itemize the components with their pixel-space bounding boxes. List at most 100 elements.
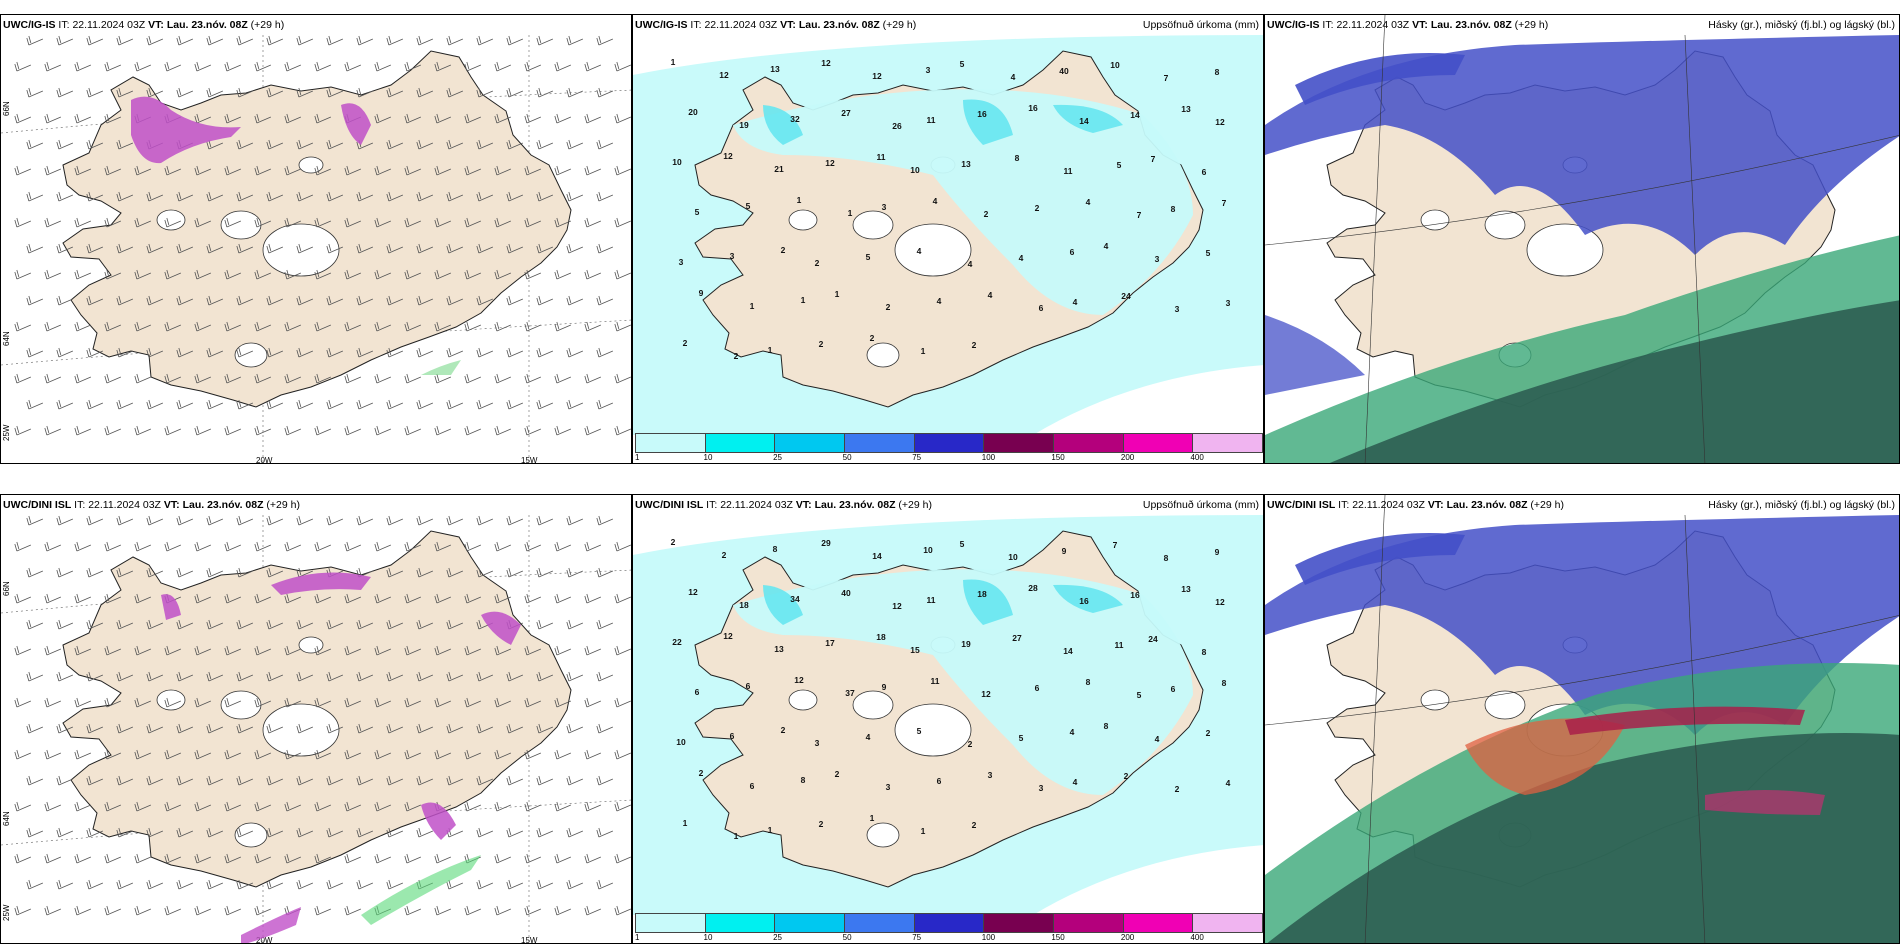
glacier-outline bbox=[852, 210, 894, 240]
cloud-title: Hásky (gr.), miðský (fj.bl.) og lágský (… bbox=[1708, 19, 1895, 31]
precip-value: 1 bbox=[797, 195, 802, 205]
precip-value: 5 bbox=[960, 59, 965, 69]
glacier-outline bbox=[894, 703, 972, 757]
precip-value: 6 bbox=[1171, 684, 1176, 694]
precip-value: 2 bbox=[1206, 728, 1211, 738]
precip-value: 11 bbox=[927, 115, 936, 125]
shaded-area bbox=[1705, 790, 1825, 815]
glacier-outline bbox=[156, 209, 186, 231]
precip-value: 3 bbox=[1155, 254, 1160, 264]
precip-value: 9 bbox=[1062, 546, 1067, 556]
precip-value: 1 bbox=[683, 818, 688, 828]
panel-header: UWC/IG-IS IT: 22.11.2024 03Z VT: Lau. 23… bbox=[1267, 19, 1549, 31]
colorbar-tick-label: 150 bbox=[1051, 933, 1065, 942]
precip-value: 10 bbox=[672, 157, 682, 167]
panel-header: UWC/IG-IS IT: 22.11.2024 03Z VT: Lau. 23… bbox=[635, 19, 917, 31]
precip-value: 5 bbox=[1206, 248, 1211, 258]
glacier-outline bbox=[788, 209, 818, 231]
precip-value: 12 bbox=[719, 70, 729, 80]
shaded-area bbox=[1565, 706, 1805, 735]
precip-value: 2 bbox=[815, 258, 820, 268]
precip-value: 10 bbox=[1110, 60, 1120, 70]
precip-value: 2 bbox=[968, 739, 973, 749]
colorbar-segment bbox=[914, 434, 985, 452]
precip-value: 6 bbox=[1035, 683, 1040, 693]
precip-value: 3 bbox=[815, 738, 820, 748]
precip-value: 7 bbox=[1113, 540, 1118, 550]
precip-value: 8 bbox=[1015, 153, 1020, 163]
glacier-outline bbox=[1526, 223, 1604, 277]
precip-value: 2 bbox=[835, 769, 840, 779]
shaded-area bbox=[733, 569, 1193, 795]
precip-value: 27 bbox=[1012, 633, 1022, 643]
precip-value: 5 bbox=[866, 252, 871, 262]
shaded-area bbox=[131, 96, 241, 164]
colorbar-segment bbox=[705, 914, 776, 932]
precip-value: 10 bbox=[910, 165, 920, 175]
precip-value: 24 bbox=[1121, 291, 1131, 301]
precip-value: 12 bbox=[825, 158, 835, 168]
graticule bbox=[1265, 15, 1899, 463]
precip-value: 4 bbox=[937, 296, 942, 306]
precip-value: 2 bbox=[734, 351, 739, 361]
precip-value: 5 bbox=[695, 207, 700, 217]
precip-value: 3 bbox=[1175, 304, 1180, 314]
panel-header: UWC/DINI ISL IT: 22.11.2024 03Z VT: Lau.… bbox=[3, 499, 300, 511]
precip-value: 4 bbox=[1226, 778, 1231, 788]
precip-value: 13 bbox=[770, 64, 780, 74]
colorbar-segment bbox=[845, 434, 915, 452]
precip-value: 18 bbox=[739, 600, 749, 610]
precip-value: 2 bbox=[1124, 771, 1129, 781]
colorbar-tick-label: 100 bbox=[981, 453, 996, 462]
precip-value: 8 bbox=[1202, 647, 1207, 657]
colorbar-segment bbox=[1193, 434, 1263, 452]
cloud-map bbox=[1265, 495, 1899, 943]
cloud-title: Hásky (gr.), miðský (fj.bl.) og lágský (… bbox=[1708, 499, 1895, 511]
colorbar-tick-label: 400 bbox=[1190, 453, 1204, 462]
precip-value: 13 bbox=[1181, 584, 1191, 594]
glacier-outline bbox=[262, 703, 340, 757]
precip-value: 9 bbox=[699, 288, 704, 298]
precip-value: 12 bbox=[872, 71, 882, 81]
precip-value: 4 bbox=[1019, 253, 1024, 263]
precip-value: 2 bbox=[781, 725, 786, 735]
precip-value: 3 bbox=[679, 257, 684, 267]
precip-value: 7 bbox=[1137, 210, 1142, 220]
precip-value: 37 bbox=[845, 688, 855, 698]
precip-value: 8 bbox=[801, 775, 806, 785]
panel-header: UWC/DINI ISL IT: 22.11.2024 03Z VT: Lau.… bbox=[1267, 499, 1564, 511]
precip-value: 24 bbox=[1148, 634, 1158, 644]
precip-value: 16 bbox=[977, 109, 987, 119]
precip-value: 2 bbox=[1175, 784, 1180, 794]
precip-value: 3 bbox=[886, 782, 891, 792]
shaded-area bbox=[763, 105, 803, 145]
precip-colorbar bbox=[635, 433, 1263, 453]
wind-map: 66N 64N 25W 20W 15W bbox=[1, 35, 631, 463]
colorbar-segment bbox=[636, 434, 706, 452]
precip-value: 6 bbox=[1202, 167, 1207, 177]
precip-title: Uppsöfnuð úrkoma (mm) bbox=[1142, 19, 1259, 31]
precip-value: 16 bbox=[1028, 103, 1038, 113]
shaded-area bbox=[341, 103, 371, 145]
precip-value: 4 bbox=[968, 259, 973, 269]
glacier-outline bbox=[1484, 690, 1526, 720]
shaded-area bbox=[481, 611, 521, 645]
precip-value: 2 bbox=[870, 333, 875, 343]
colorbar-tick-label: 75 bbox=[912, 453, 922, 462]
colorbar-segment bbox=[845, 914, 915, 932]
lon-label: 25W bbox=[2, 424, 11, 441]
colorbar-segment bbox=[914, 914, 985, 932]
precip-value: 5 bbox=[746, 201, 751, 211]
precip-value: 8 bbox=[1222, 678, 1227, 688]
precip-value: 10 bbox=[923, 545, 933, 555]
precip-value: 11 bbox=[931, 676, 940, 686]
glacier-outline bbox=[234, 342, 268, 368]
shaded-area bbox=[161, 594, 181, 620]
wind-barbs bbox=[14, 515, 631, 916]
precip-value: 10 bbox=[676, 737, 686, 747]
panel-header: UWC/IG-IS IT: 22.11.2024 03Z VT: Lau. 23… bbox=[3, 19, 285, 31]
panel-top-cloud: UWC/IG-IS IT: 22.11.2024 03Z VT: Lau. 23… bbox=[1264, 14, 1900, 464]
precip-value: 8 bbox=[1171, 204, 1176, 214]
precip-value: 12 bbox=[1215, 117, 1225, 127]
colorbar-segment bbox=[1054, 914, 1124, 932]
